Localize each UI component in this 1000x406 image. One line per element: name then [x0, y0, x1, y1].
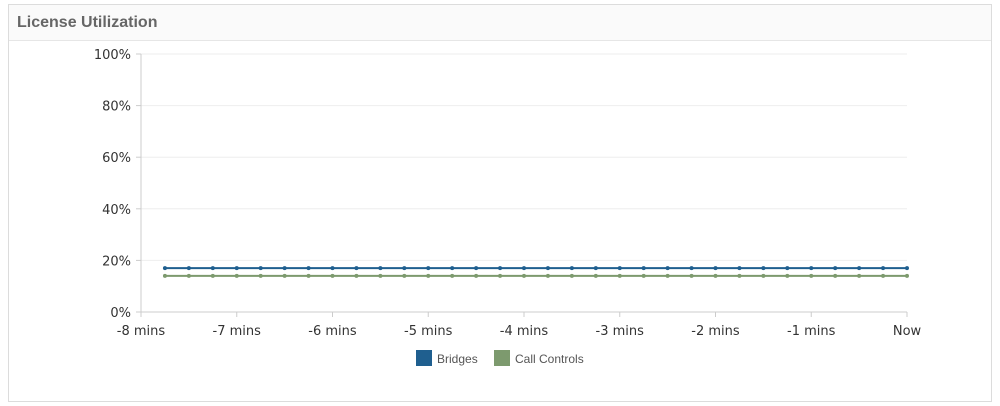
data-point: [186, 273, 191, 278]
data-point: [809, 266, 814, 271]
legend: Bridges Call Controls: [416, 350, 584, 366]
data-point: [378, 273, 383, 278]
x-tick-label: -3 mins: [596, 324, 645, 339]
data-point: [881, 273, 886, 278]
x-tick-label: -4 mins: [500, 324, 549, 339]
data-point: [545, 273, 550, 278]
axes: 0% 20% 40% 60% 80% 100% -8 mins -7 mins -6 mins -…: [94, 48, 922, 339]
license-utilization-panel: License Utilization: [8, 4, 992, 402]
data-point: [402, 266, 407, 271]
data-point: [306, 273, 311, 278]
data-point: [833, 266, 838, 271]
data-point: [450, 273, 455, 278]
data-point: [737, 266, 742, 271]
data-point: [569, 273, 574, 278]
data-point: [857, 266, 862, 271]
grid: [141, 53, 907, 261]
data-point: [761, 266, 766, 271]
panel-title: License Utilization: [17, 14, 158, 31]
data-point: [186, 266, 191, 271]
data-point: [258, 273, 263, 278]
data-point: [713, 273, 718, 278]
data-point: [689, 273, 694, 278]
data-point: [162, 266, 167, 271]
data-point: [905, 273, 909, 278]
data-point: [258, 266, 263, 271]
y-tick-label: 100%: [94, 48, 131, 63]
data-point: [737, 273, 742, 278]
data-point: [426, 266, 431, 271]
series-call-controls: [162, 273, 909, 278]
data-point: [426, 273, 431, 278]
x-tick-label: -5 mins: [404, 324, 453, 339]
data-point: [498, 273, 503, 278]
data-point: [761, 273, 766, 278]
data-point: [282, 273, 287, 278]
data-point: [474, 273, 479, 278]
data-point: [234, 273, 239, 278]
y-tick-label: 0%: [110, 306, 131, 321]
data-point: [210, 273, 215, 278]
data-point: [617, 273, 622, 278]
series-bridges: [162, 266, 909, 271]
data-point: [569, 266, 574, 271]
x-tick-label: -6 mins: [308, 324, 357, 339]
data-point: [234, 266, 239, 271]
x-tick-label: -7 mins: [213, 324, 262, 339]
data-point: [522, 273, 526, 278]
data-point: [785, 266, 790, 271]
y-tick-label: 20%: [102, 254, 131, 269]
data-point: [330, 266, 335, 271]
legend-swatch: [494, 350, 510, 366]
data-point: [330, 273, 335, 278]
data-point: [402, 273, 407, 278]
data-point: [857, 273, 862, 278]
series-layer: [162, 266, 909, 278]
data-point: [162, 273, 167, 278]
x-tick-label: -2 mins: [691, 324, 740, 339]
x-tick-label: Now: [893, 324, 922, 339]
data-point: [354, 273, 359, 278]
data-point: [474, 266, 479, 271]
data-point: [641, 273, 646, 278]
data-point: [905, 266, 909, 271]
y-tick-label: 80%: [102, 100, 131, 115]
data-point: [378, 266, 383, 271]
data-point: [713, 266, 718, 271]
data-point: [665, 273, 670, 278]
data-point: [498, 266, 503, 271]
data-point: [593, 273, 598, 278]
x-tick-label: -8 mins: [117, 324, 166, 339]
legend-label: Call Controls: [515, 352, 584, 366]
data-point: [665, 266, 670, 271]
data-point: [354, 266, 359, 271]
data-point: [617, 266, 622, 271]
data-point: [833, 273, 838, 278]
data-point: [689, 266, 694, 271]
data-point: [641, 266, 646, 271]
legend-label: Bridges: [437, 352, 478, 366]
data-point: [593, 266, 598, 271]
panel-header: License Utilization: [9, 5, 991, 41]
y-tick-label: 40%: [102, 203, 131, 218]
y-tick-label: 60%: [102, 151, 131, 166]
legend-swatch: [416, 350, 432, 366]
data-point: [282, 266, 287, 271]
x-tick-label: -1 mins: [787, 324, 836, 339]
data-point: [881, 266, 886, 271]
data-point: [545, 266, 550, 271]
data-point: [809, 273, 814, 278]
data-point: [450, 266, 455, 271]
data-point: [785, 273, 790, 278]
data-point: [522, 266, 526, 271]
data-point: [210, 266, 215, 271]
data-point: [306, 266, 311, 271]
